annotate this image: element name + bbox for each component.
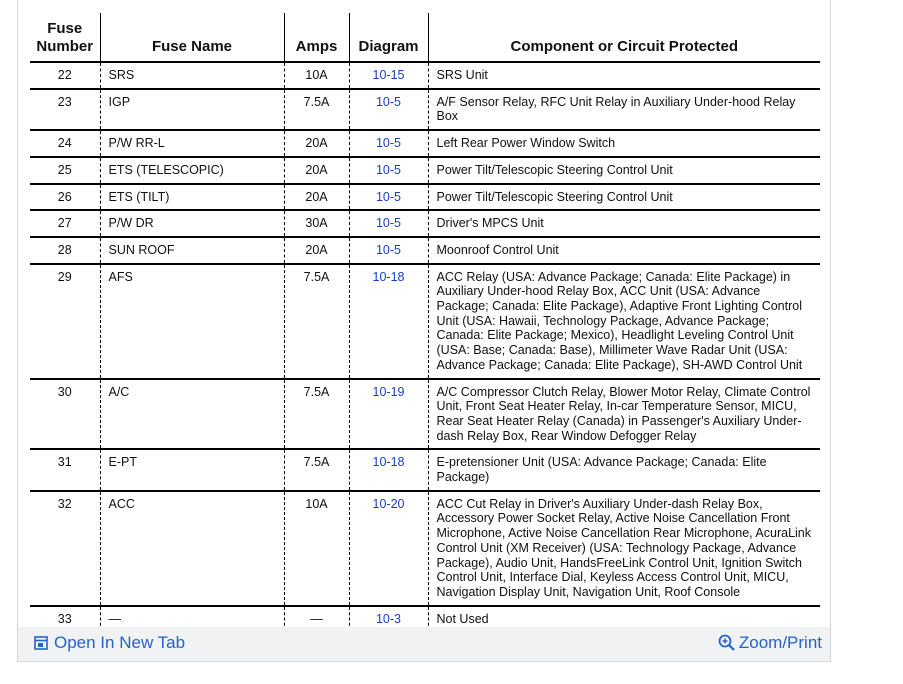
- amps: 10A: [283, 62, 349, 90]
- diagram-link[interactable]: 10-18: [348, 449, 428, 492]
- open-icon: [34, 636, 48, 650]
- table-body: 22 SRS 10A 10-15 SRS Unit 23 IGP 7.5A 10-5 A/F Se…: [30, 62, 820, 634]
- table-row: 22 SRS 10A 10-15 SRS Unit: [30, 62, 820, 90]
- table-row: 27 P/W DR 30A 10-5 Driver's MPCS Unit: [30, 210, 820, 238]
- diagram-link[interactable]: 10-18: [348, 263, 428, 380]
- header-row: Fuse Number Fuse Name Amps Diagram Component…: [30, 13, 820, 63]
- component: Power Tilt/Telescopic Steering Control U…: [427, 156, 820, 185]
- zoom-text[interactable]: Zoom/Print: [738, 633, 822, 652]
- fuse-name: AFS: [99, 263, 284, 380]
- component: SRS Unit: [427, 62, 820, 90]
- fuse-name: ETS (TILT): [99, 183, 284, 212]
- diagram-link[interactable]: 10-5: [348, 236, 428, 265]
- diagram-link[interactable]: 10-15: [348, 62, 428, 90]
- diagram-link[interactable]: 10-5: [348, 156, 428, 185]
- diagram-link[interactable]: 10-5: [348, 88, 428, 132]
- open-link[interactable]: Open In New Tab: [34, 633, 185, 653]
- amps: 20A: [283, 183, 349, 212]
- table-row: 32 ACC 10A 10-20 ACC Cut Relay in Driver's A…: [30, 490, 820, 607]
- amps: 30A: [283, 210, 349, 238]
- fuse-name: ETS (TELESCOPIC): [99, 156, 284, 185]
- amps: 20A: [283, 236, 349, 265]
- fuse-number: 31: [30, 449, 100, 492]
- column-header: Fuse Name: [99, 13, 284, 63]
- fuse-number: 30: [30, 378, 100, 451]
- fuse-number: 22: [30, 62, 100, 90]
- component: Left Rear Power Window Switch: [427, 130, 820, 158]
- amps: 20A: [283, 156, 349, 185]
- component: Moonroof Control Unit: [427, 236, 820, 265]
- table-row: 24 P/W RR-L 20A 10-5 Left Rear Power Window …: [30, 130, 820, 158]
- fuse-name: IGP: [99, 88, 284, 132]
- table-card: Fuse Number Fuse Name Amps Diagram Component…: [17, 0, 831, 662]
- diagram-link[interactable]: 10-20: [348, 490, 428, 607]
- fuse-name: SUN ROOF: [99, 236, 284, 265]
- fuse-name: ACC: [99, 490, 284, 607]
- table-row: 26 ETS (TILT) 20A 10-5 Power Tilt/Telescopic…: [30, 183, 820, 212]
- fuse-number: 26: [30, 183, 100, 212]
- zoom-link[interactable]: Zoom/Print: [718, 633, 822, 653]
- diagram-link[interactable]: 10-19: [348, 378, 428, 451]
- amps: 7.5A: [283, 263, 349, 380]
- diagram-link[interactable]: 10-5: [348, 210, 428, 238]
- amps: 7.5A: [283, 378, 349, 451]
- footer-bar: Open In New Tab Zoom/Print: [18, 627, 830, 661]
- component: ACC Relay (USA: Advance Package; Canada:…: [427, 263, 820, 380]
- fuse-name: P/W DR: [99, 210, 284, 238]
- table-row: 28 SUN ROOF 20A 10-5 Moonroof Control Unit: [30, 236, 820, 265]
- fuse-number: 28: [30, 236, 100, 265]
- component: Driver's MPCS Unit: [427, 210, 820, 238]
- fuse-number: 25: [30, 156, 100, 185]
- fuse-name: E-PT: [99, 449, 284, 492]
- fuse-number: 32: [30, 490, 100, 607]
- table-row: 31 E-PT 7.5A 10-18 E-pretensioner Unit (USA:…: [30, 449, 820, 492]
- fuse-number: 23: [30, 88, 100, 132]
- component: Power Tilt/Telescopic Steering Control U…: [427, 183, 820, 212]
- fuse-number: 27: [30, 210, 100, 238]
- fuse-name: P/W RR-L: [99, 130, 284, 158]
- amps: 10A: [283, 490, 349, 607]
- open-text[interactable]: Open In New Tab: [54, 633, 186, 652]
- component: A/C Compressor Clutch Relay, Blower Moto…: [427, 378, 820, 451]
- diagram-link[interactable]: 10-5: [348, 130, 428, 158]
- column-header: Diagram: [348, 13, 428, 63]
- table-row: 23 IGP 7.5A 10-5 A/F Sensor Relay, RFC Unit …: [30, 88, 820, 132]
- component: A/F Sensor Relay, RFC Unit Relay in Auxi…: [427, 88, 820, 132]
- component: ACC Cut Relay in Driver's Auxiliary Unde…: [427, 490, 820, 607]
- fuse-number: 29: [30, 263, 100, 380]
- fuse-number: 24: [30, 130, 100, 158]
- fuse-name: A/C: [99, 378, 284, 451]
- amps: 20A: [283, 130, 349, 158]
- zoom-icon: [718, 634, 735, 651]
- amps: 7.5A: [283, 449, 349, 492]
- fuse-table: Fuse Number Fuse Name Amps Diagram Component…: [30, 13, 820, 634]
- diagram-link[interactable]: 10-5: [348, 183, 428, 212]
- amps: 7.5A: [283, 88, 349, 132]
- component: E-pretensioner Unit (USA: Advance Packag…: [427, 449, 820, 492]
- table-row: 29 AFS 7.5A 10-18 ACC Relay (USA: Advance Pa…: [30, 263, 820, 380]
- table-row: 25 ETS (TELESCOPIC) 20A 10-5 Power Tilt/Tele…: [30, 156, 820, 185]
- table-row: 30 A/C 7.5A 10-19 A/C Compressor Clutch Rela…: [30, 378, 820, 451]
- column-header: Amps: [283, 13, 349, 63]
- column-header: Component or Circuit Protected: [427, 13, 820, 63]
- column-header: Fuse Number: [30, 13, 100, 63]
- fuse-name: SRS: [99, 62, 284, 90]
